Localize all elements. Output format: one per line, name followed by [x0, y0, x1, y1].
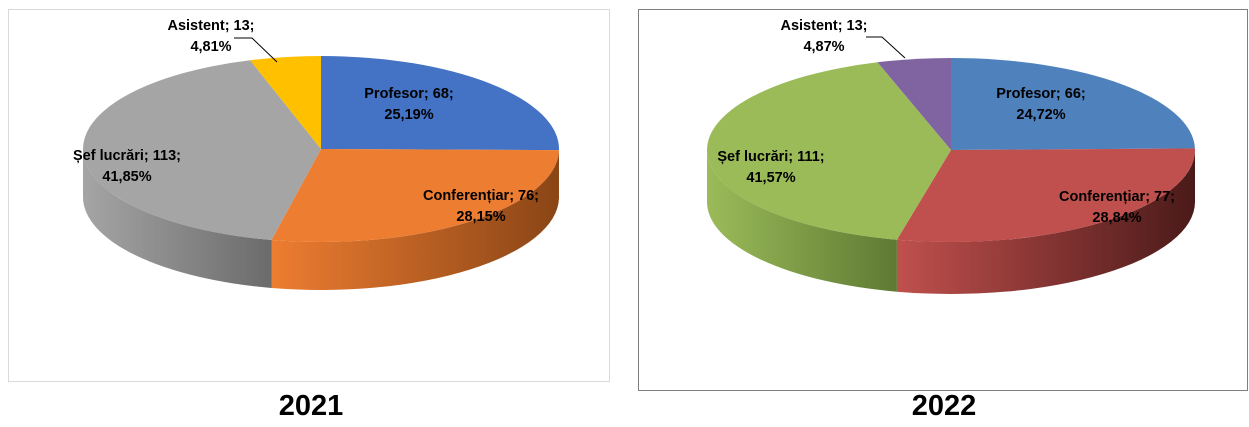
data-label-category: Conferențiar; 77; — [1059, 189, 1175, 205]
pie-slice-2022-sef-lucrari — [706, 62, 951, 240]
data-label-category: Profesor; 68; — [364, 86, 453, 102]
data-label-percent: 28,84% — [1092, 210, 1141, 226]
data-label-category: Profesor; 66; — [996, 86, 1085, 102]
data-label-2021-sef-lucrari: Șef lucrări; 113; 41,85% — [73, 148, 181, 185]
pie-side-2022-conferentiar — [896, 150, 1195, 294]
pie-slices — [83, 56, 559, 242]
data-label-2021-conferentiar: Conferențiar; 76; 28,15% — [423, 188, 539, 225]
pie-slice-2022-asistent — [877, 58, 951, 150]
data-label-2021-profesor: Profesor; 68; 25,19% — [364, 86, 453, 123]
pie-slice-2021-conferentiar — [271, 149, 559, 242]
pie-chart-2021: Profesor; 68; 25,19% Conferențiar; 76; 28,1… — [8, 9, 610, 382]
data-label-category: Conferențiar; 76; — [423, 188, 539, 204]
data-label-percent: 28,15% — [456, 209, 505, 225]
data-label-percent: 4,87% — [803, 39, 844, 55]
data-label-category: Șef lucrări; 113; — [73, 148, 181, 164]
data-label-percent: 41,85% — [102, 169, 151, 185]
data-label-percent: 41,57% — [746, 170, 795, 186]
pie-slice-2021-profesor — [321, 56, 559, 151]
data-label-category: Șef lucrări; 111; — [717, 149, 824, 165]
data-label-percent: 4,81% — [190, 39, 231, 55]
data-label-2021-asistent: Asistent; 13; 4,81% — [167, 18, 254, 55]
pie-side-2021-conferentiar — [271, 150, 559, 290]
pie-slice-2021-asistent — [250, 56, 321, 149]
data-label-2022-asistent: Asistent; 13; 4,87% — [780, 18, 867, 55]
pie-chart-2021-svg: Profesor; 68; 25,19% Conferențiar; 76; 28,1… — [73, 18, 559, 290]
leader-line-2021 — [234, 37, 278, 63]
data-label-2022-conferentiar: Conferențiar; 77; 28,84% — [1059, 189, 1175, 226]
data-label-category: Asistent; 13; — [780, 18, 867, 34]
data-label-category: Asistent; 13; — [167, 18, 254, 34]
data-label-2022-profesor: Profesor; 66; 24,72% — [996, 86, 1085, 123]
year-caption-2022: 2022 — [911, 390, 977, 422]
pie-slice-2022-profesor — [951, 58, 1195, 150]
data-label-percent: 24,72% — [1016, 107, 1065, 123]
data-label-2022-sef-lucrari: Șef lucrări; 111; 41,57% — [717, 149, 824, 186]
pie-side-2021-sef-lucrari — [83, 149, 272, 288]
pie-chart-2022-svg: Profesor; 66; 24,72% Conferențiar; 77; 28,8… — [706, 18, 1195, 294]
pie-side-walls — [707, 150, 1195, 294]
pie-side-2022-sef-lucrari — [707, 150, 897, 292]
pie-chart-2022: Profesor; 66; 24,72% Conferențiar; 77; 28,8… — [638, 9, 1248, 391]
pie-slice-2022-conferentiar — [896, 148, 1195, 242]
pie-side-walls — [83, 149, 559, 290]
data-label-percent: 25,19% — [384, 107, 433, 123]
leader-line-2022 — [866, 36, 906, 59]
pie-slices — [706, 58, 1195, 242]
year-caption-2021: 2021 — [278, 390, 344, 422]
pie-slice-2021-sef-lucrari — [83, 60, 321, 240]
